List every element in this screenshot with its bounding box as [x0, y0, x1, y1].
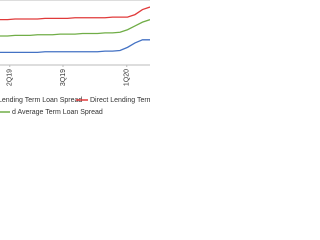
- series-line: [0, 39, 150, 54]
- series-line: [0, 6, 150, 21]
- series-line: [0, 19, 150, 37]
- legend-label: Direct Lending Term L: [90, 97, 150, 104]
- x-tick-label: 2Q19: [7, 69, 14, 86]
- background: [0, 0, 150, 150]
- chart: 2Q19 3Q19 1Q20 Lending Term Loan Spread Dire…: [0, 0, 150, 150]
- x-tick-label: 3Q19: [60, 69, 67, 86]
- legend-label: Lending Term Loan Spread: [0, 97, 82, 104]
- legend-label: d Average Term Loan Spread: [12, 109, 103, 116]
- x-tick-label: 1Q20: [124, 69, 131, 86]
